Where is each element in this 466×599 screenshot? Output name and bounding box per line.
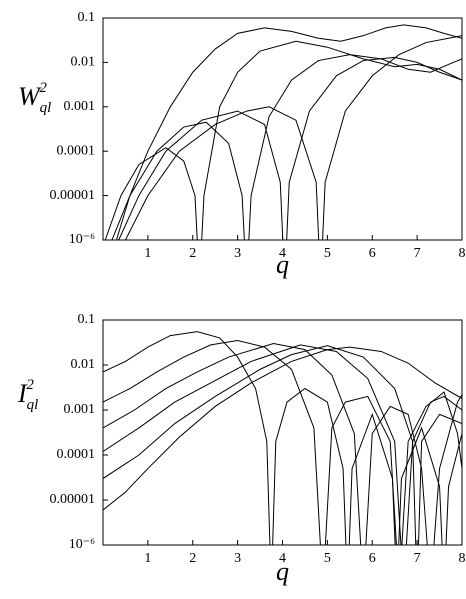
y-tick-label: 0.001	[64, 99, 96, 114]
y-label-base: W	[18, 82, 42, 111]
x-tick-label: 7	[414, 551, 421, 566]
y-tick-label: 0.001	[64, 402, 96, 417]
series-line	[111, 54, 462, 240]
y-label-sub: ql	[40, 100, 52, 116]
y-tick-label: 10⁻⁶	[69, 232, 95, 247]
y-tick-label: 10⁻⁶	[69, 537, 95, 552]
y-label-sup: 2	[39, 80, 47, 96]
y-tick-label: 0.1	[78, 10, 96, 25]
subplot: 1 2 3 4 5 6 7 8 10⁻⁶ 0.00001 0.0001 0.001 0.01 0.1 q Wq…	[18, 10, 466, 279]
series-line	[124, 35, 462, 240]
plot-frame	[102, 17, 463, 241]
y-tick-label: 0.01	[71, 357, 96, 372]
subplot: 1 2 3 4 5 6 7 8 10⁻⁶ 0.00001 0.0001 0.001 0.01 0.1 q Iq…	[17, 312, 466, 586]
series-line	[103, 331, 462, 545]
x-tick-label: 4	[279, 551, 286, 566]
x-tick-label: 4	[279, 246, 286, 261]
x-tick-label: 3	[234, 551, 241, 566]
x-tick-label: 8	[459, 246, 466, 261]
y-axis-label: Iql 2	[17, 377, 38, 413]
x-tick-label: 6	[369, 246, 376, 261]
x-tick-label: 5	[324, 246, 331, 261]
y-tick-label: 0.1	[78, 312, 96, 327]
series-line	[103, 344, 462, 545]
series-line	[118, 56, 462, 240]
x-axis-label: q	[276, 557, 289, 586]
x-tick-label: 2	[189, 246, 196, 261]
y-tick-label: 0.0001	[57, 143, 96, 158]
y-tick-label: 0.00001	[50, 492, 96, 507]
plot-area	[104, 24, 462, 240]
x-tick-label: 1	[144, 551, 151, 566]
x-tick-label: 8	[459, 551, 466, 566]
series-line	[103, 346, 462, 511]
x-tick-label: 1	[144, 246, 151, 261]
y-tick-label: 0.01	[71, 55, 96, 70]
x-tick-label: 7	[414, 246, 421, 261]
x-tick-label: 5	[324, 551, 331, 566]
y-label-base: I	[17, 379, 28, 408]
x-tick-label: 6	[369, 551, 376, 566]
y-tick-label: 0.00001	[50, 188, 96, 203]
y-axis-label: Wql 2	[18, 80, 51, 116]
series-line	[103, 343, 462, 545]
series-line	[103, 345, 462, 545]
series-line	[103, 340, 462, 545]
series-line	[104, 40, 462, 240]
series-line	[115, 24, 462, 240]
plot-area	[103, 331, 462, 545]
y-label-sup: 2	[26, 377, 34, 393]
x-tick-label: 3	[234, 246, 241, 261]
y-label-sub: ql	[27, 397, 39, 413]
y-tick-label: 0.0001	[57, 447, 96, 462]
x-axis-label: q	[276, 250, 289, 279]
x-tick-label: 2	[189, 551, 196, 566]
